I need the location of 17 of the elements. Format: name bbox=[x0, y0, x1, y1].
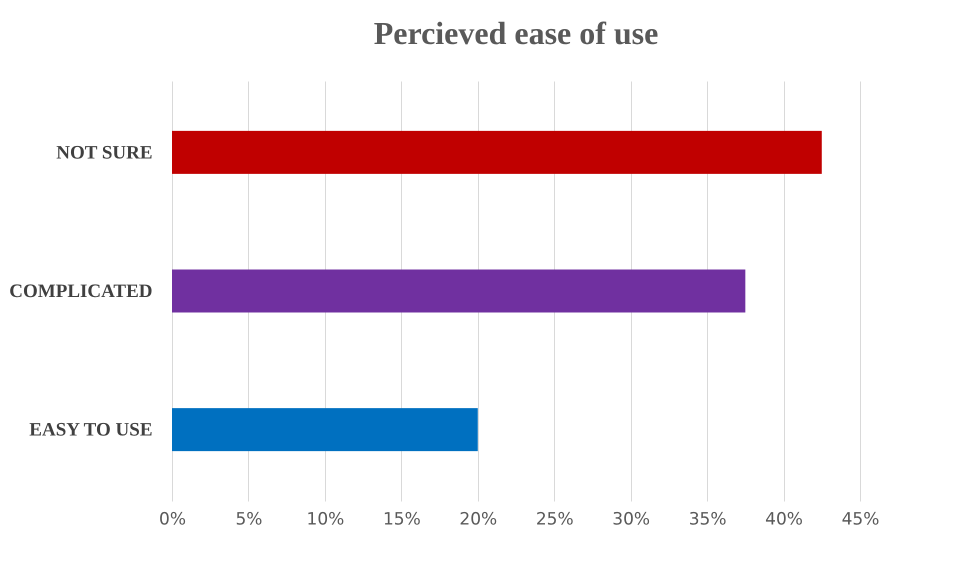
bar bbox=[172, 408, 478, 452]
y-tick-label: EASY TO USE bbox=[29, 420, 152, 441]
bar bbox=[172, 270, 746, 312]
chart-title: Percieved ease of use bbox=[374, 15, 658, 51]
x-tick-label: 20% bbox=[459, 510, 498, 530]
x-tick-label: 15% bbox=[382, 510, 421, 530]
x-tick-label: 0% bbox=[159, 510, 186, 530]
bar bbox=[172, 130, 822, 174]
x-tick-label: 35% bbox=[688, 510, 727, 530]
x-tick-label: 45% bbox=[842, 510, 880, 530]
x-tick-label: 40% bbox=[765, 510, 803, 530]
y-tick-label: COMPLICATED bbox=[9, 281, 152, 302]
x-tick-label: 10% bbox=[306, 510, 344, 530]
y-tick-label: NOT SURE bbox=[56, 142, 152, 164]
x-tick-label: 5% bbox=[235, 510, 262, 530]
x-tick-label: 25% bbox=[536, 510, 574, 530]
x-tick-label: 30% bbox=[612, 510, 650, 530]
